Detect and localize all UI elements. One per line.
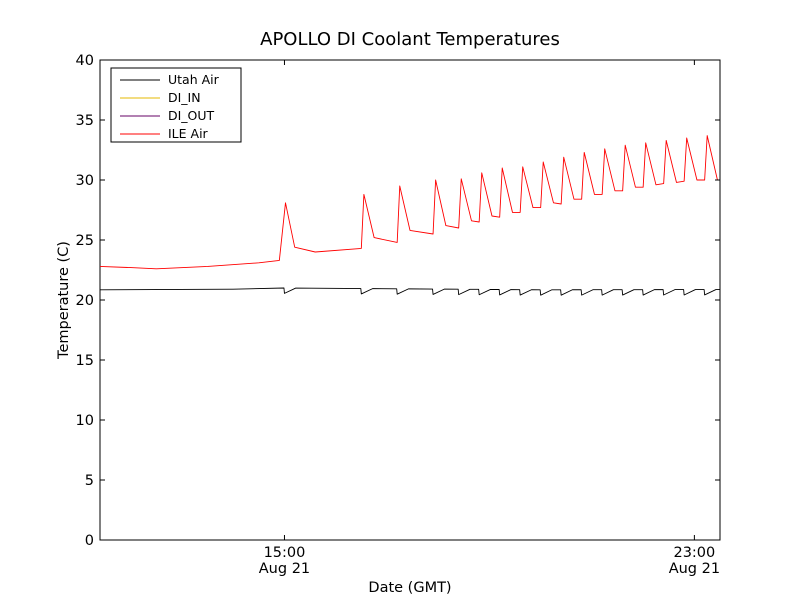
y-tick-label: 0	[85, 533, 94, 549]
legend-label: DI_IN	[168, 90, 201, 105]
y-tick-label: 30	[76, 173, 94, 189]
legend: Utah Air DI_IN DI_OUT ILE Air	[110, 67, 242, 143]
chart-title: APOLLO DI Coolant Temperatures	[260, 29, 560, 50]
legend-label: DI_OUT	[168, 108, 215, 123]
y-tick-label: 35	[76, 113, 94, 129]
y-tick-label: 20	[76, 293, 94, 309]
y-tick-label: 40	[76, 53, 94, 69]
x-axis-label: Date (GMT)	[368, 580, 451, 596]
x-tick-date: Aug 21	[669, 561, 720, 577]
series-line-utah-air	[100, 287, 720, 296]
legend-label: ILE Air	[168, 126, 209, 141]
y-axis: 0 5 10 15 20 25 30 35 40	[76, 53, 720, 549]
x-tick-time: 15:00	[264, 545, 306, 561]
y-tick-label: 25	[76, 233, 94, 249]
series-line-ile-air	[100, 135, 720, 270]
series-layer	[100, 135, 720, 296]
y-axis-label: Temperature (C)	[56, 241, 72, 360]
x-tick-date: Aug 21	[259, 561, 310, 577]
y-tick-label: 15	[76, 353, 94, 369]
y-tick-label: 10	[76, 413, 94, 429]
y-tick-label: 5	[85, 473, 94, 489]
legend-label: Utah Air	[168, 72, 220, 87]
x-tick-time: 23:00	[673, 545, 715, 561]
